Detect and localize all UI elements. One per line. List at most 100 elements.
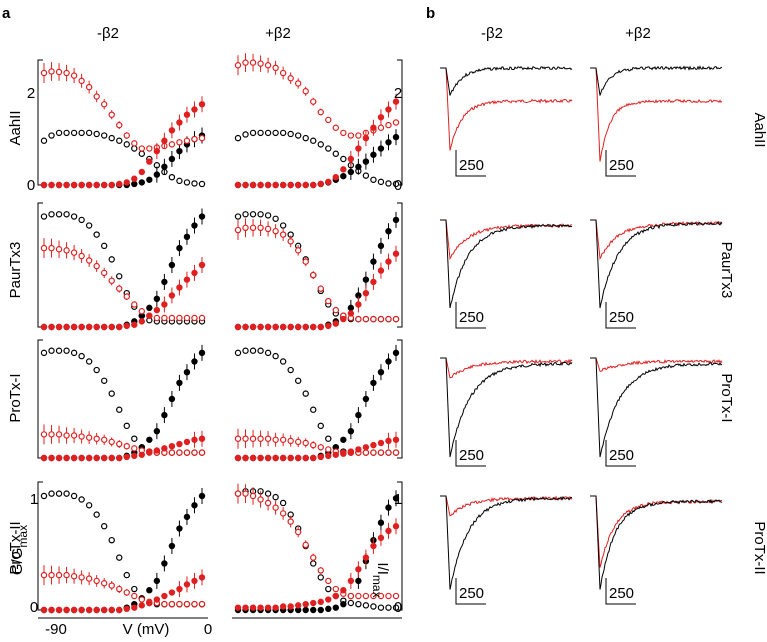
data-point	[55, 181, 63, 189]
trace-protxii-plus-beta2: 250	[590, 495, 723, 605]
data-point	[40, 323, 48, 331]
data-point	[93, 577, 100, 585]
data-point	[392, 216, 400, 224]
data-point	[191, 577, 198, 585]
data-point	[93, 435, 100, 442]
scale-bar-label: 250	[459, 447, 484, 464]
data-point	[78, 77, 85, 85]
data-point	[70, 349, 78, 357]
data-point	[340, 166, 347, 173]
data-point	[332, 150, 340, 157]
data-point	[347, 168, 355, 176]
data-point	[146, 158, 153, 165]
data-point	[257, 604, 264, 611]
data-point	[377, 242, 385, 250]
data-point	[242, 347, 249, 354]
data-point	[146, 304, 153, 312]
data-point	[123, 571, 130, 579]
data-point	[116, 554, 123, 561]
data-point	[317, 108, 324, 116]
xtick-0: 0	[204, 621, 212, 638]
data-point	[272, 504, 279, 511]
right-ylabel: I/Imax	[370, 562, 391, 597]
data-point	[317, 285, 324, 292]
data-point	[310, 98, 317, 105]
data-point	[325, 605, 332, 613]
data-point	[325, 585, 332, 593]
data-point	[332, 306, 340, 314]
data-point	[138, 308, 146, 315]
scale-bar-label: 250	[609, 157, 634, 174]
data-point	[392, 436, 400, 443]
scale-bar-label: 250	[459, 309, 484, 326]
data-point	[385, 227, 392, 235]
trace-toxin	[590, 495, 723, 568]
data-point	[302, 390, 309, 397]
data-point	[138, 451, 146, 458]
data-point	[108, 256, 115, 263]
trace-toxin	[590, 67, 723, 162]
data-point	[153, 596, 161, 603]
data-point	[332, 320, 340, 327]
trace-aahii-minus-beta2: 250	[440, 65, 573, 177]
data-point	[48, 606, 55, 614]
data-point	[116, 606, 123, 614]
data-point	[279, 603, 287, 610]
data-point	[287, 75, 294, 82]
data-point	[48, 181, 55, 189]
data-point	[116, 454, 123, 462]
data-point	[85, 502, 93, 509]
data-point	[176, 525, 183, 532]
data-point	[70, 573, 78, 580]
data-point	[249, 59, 257, 66]
data-point	[242, 435, 249, 442]
data-point	[279, 69, 287, 77]
data-point	[385, 258, 392, 265]
data-point	[264, 212, 272, 219]
data-point	[183, 179, 191, 186]
data-point	[116, 137, 123, 144]
data-point	[257, 181, 264, 189]
data-point	[310, 271, 317, 279]
data-point	[234, 435, 242, 442]
data-point	[257, 129, 264, 137]
data-point	[272, 64, 279, 72]
data-point	[234, 349, 242, 357]
scale-bar	[605, 440, 636, 467]
data-point	[377, 604, 385, 611]
data-point	[332, 604, 340, 611]
data-point	[294, 438, 302, 446]
data-point	[116, 585, 123, 593]
data-point	[310, 554, 317, 561]
data-point	[370, 151, 377, 158]
data-point	[287, 437, 294, 445]
data-point	[40, 431, 48, 438]
data-point	[242, 604, 249, 611]
data-point	[78, 606, 85, 614]
data-point	[131, 301, 138, 308]
data-point	[146, 449, 153, 456]
data-point	[146, 599, 153, 607]
data-point	[242, 454, 249, 462]
data-point	[392, 592, 400, 600]
data-point	[325, 297, 332, 305]
data-point	[153, 447, 161, 454]
data-point	[370, 278, 377, 286]
data-point	[332, 592, 340, 600]
header-a-plus-beta2: +β2	[265, 25, 291, 42]
data-point	[392, 98, 400, 105]
data-point	[370, 315, 377, 323]
row-label-b-aahii: AahII	[751, 112, 767, 147]
data-point	[138, 596, 146, 603]
data-point	[153, 577, 161, 585]
data-point	[63, 323, 70, 331]
data-point	[55, 454, 63, 462]
data-point	[355, 592, 362, 600]
data-point	[385, 604, 392, 611]
trace-control	[590, 219, 723, 309]
data-point	[355, 577, 362, 585]
data-point	[377, 124, 385, 131]
data-point	[294, 132, 302, 139]
right-ylabel-main: I/I	[374, 562, 391, 575]
scale-bar-label: 250	[459, 157, 484, 174]
